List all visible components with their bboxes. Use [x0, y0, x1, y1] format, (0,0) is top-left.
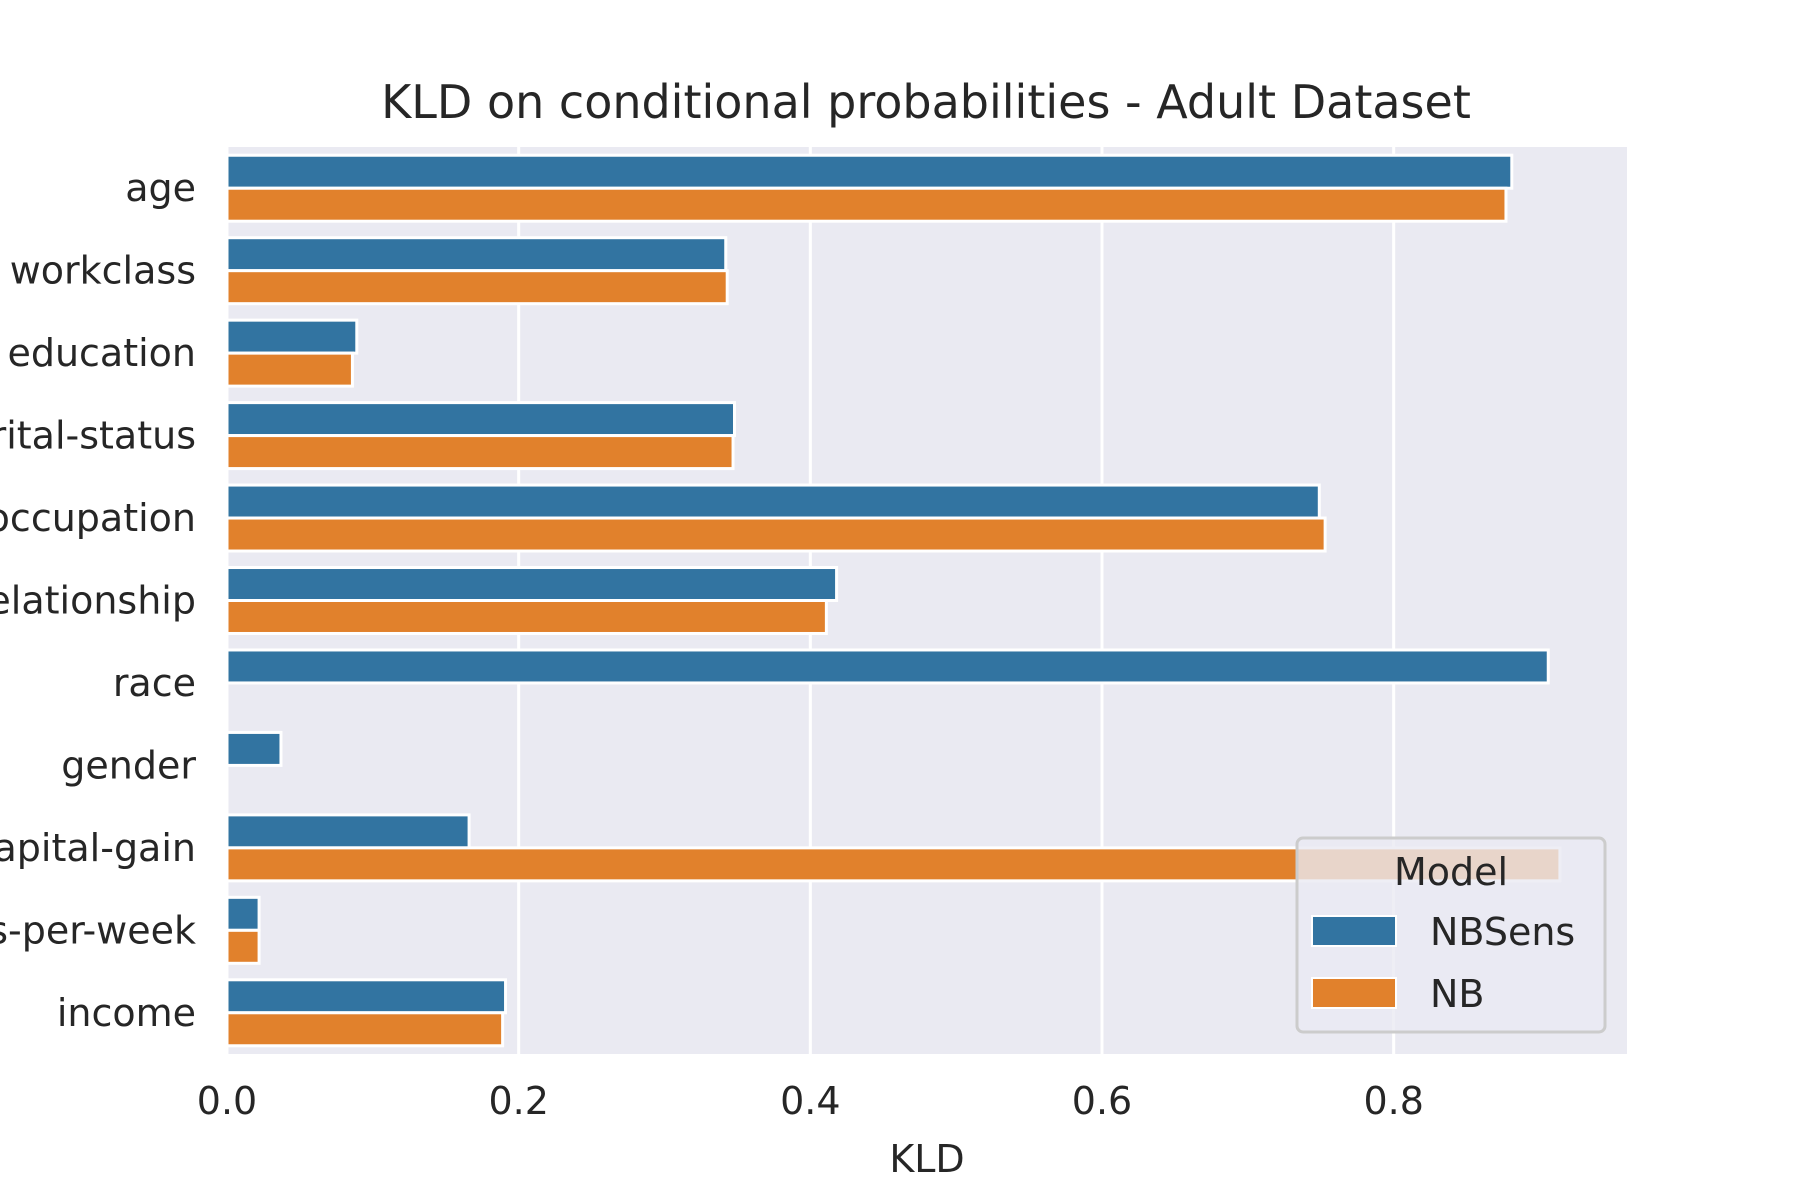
bar-nbsens-gender [225, 730, 283, 767]
bar-nb-relationship [225, 599, 828, 635]
chart-title: KLD on conditional probabilities - Adult… [381, 75, 1471, 129]
bar-nbsens-education [225, 318, 359, 355]
bar-nbsens-income [225, 978, 508, 1015]
bar-nb-occupation [225, 516, 1327, 553]
x-tick-labels: 0.0 0.2 0.4 0.6 0.8 [197, 1079, 1424, 1123]
bar-nbsens-hours-per-week [225, 895, 261, 932]
x-tick-label: 0.6 [1072, 1079, 1132, 1123]
y-tick-label: income [57, 991, 196, 1035]
y-tick-label: hours-per-week [0, 908, 196, 952]
x-tick-label: 0.8 [1363, 1079, 1423, 1123]
legend-swatch-nb [1311, 977, 1397, 1009]
bar-nb-education [225, 351, 354, 388]
bar-nb-marital-status [225, 434, 735, 471]
x-axis-label: KLD [889, 1137, 964, 1181]
bar-nb-hours-per-week [225, 928, 261, 965]
legend-items: NBSens NB [1311, 910, 1575, 1016]
y-tick-label: occupation [0, 496, 196, 540]
legend: Model NBSens NB [1295, 836, 1607, 1034]
bar-nbsens-relationship [225, 566, 839, 603]
bar-nbsens-age [225, 153, 1514, 190]
bar-nbsens-occupation [225, 483, 1321, 520]
legend-label-nb: NB [1430, 972, 1485, 1016]
bar-nbsens-race [225, 648, 1550, 685]
bar-nbsens-workclass [225, 236, 728, 273]
y-tick-label: relationship [0, 579, 196, 623]
x-tick-label: 0.2 [488, 1079, 548, 1123]
legend-swatch-nbsens [1311, 915, 1397, 947]
y-tick-label: capital-gain [0, 826, 196, 870]
y-tick-label: race [113, 661, 196, 705]
y-tick-label: gender [61, 743, 196, 787]
x-tick-label: 0.0 [197, 1079, 257, 1123]
y-tick-label: age [125, 166, 196, 210]
y-tick-labels: age workclass education marital-status occup… [0, 166, 196, 1035]
y-tick-label: workclass [10, 249, 196, 293]
bar-nbsens-capital-gain [225, 813, 471, 850]
legend-label-nbsens: NBSens [1430, 910, 1575, 954]
y-tick-label: marital-status [0, 414, 196, 458]
y-tick-label: education [7, 331, 196, 375]
bar-nbsens-marital-status [225, 401, 736, 438]
bar-nb-age [225, 186, 1508, 223]
x-tick-label: 0.4 [780, 1079, 840, 1123]
bar-nb-workclass [225, 269, 729, 306]
bar-nb-income [225, 1011, 505, 1048]
legend-title: Model [1394, 850, 1508, 894]
